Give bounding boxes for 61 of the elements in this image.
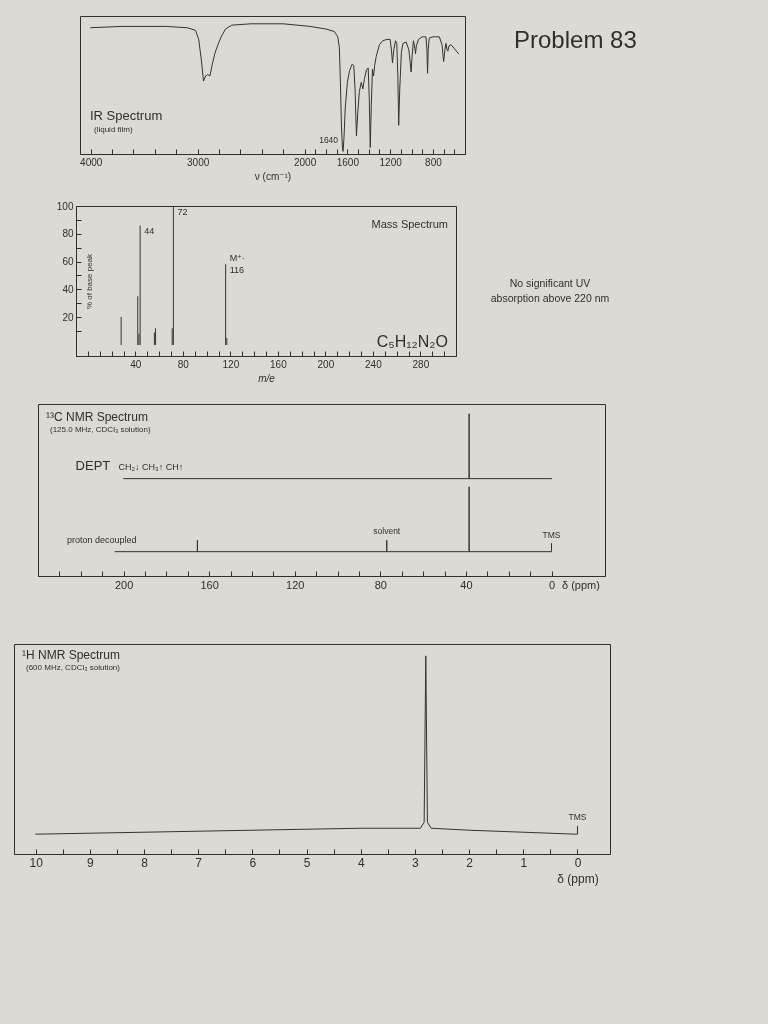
x-tick-label: 5 [303, 855, 311, 870]
x-tick-label: 9 [87, 855, 95, 870]
text: Problem 83 [514, 26, 637, 54]
x-tick-label: 40 [460, 578, 473, 591]
x-tick-label: 7 [195, 855, 203, 870]
series-label: proton decoupled [67, 534, 137, 545]
annotation: 44 [144, 226, 155, 237]
x-axis-title: δ (ppm) [562, 578, 600, 591]
chart-title: ¹³C NMR Spectrum [46, 410, 149, 424]
annotation: solvent [373, 526, 401, 537]
y-tick-label: 40 [62, 283, 74, 295]
x-tick-label: 0 [574, 855, 582, 870]
text: (600 MHz, CDCl₃ solution) [26, 663, 121, 673]
annotation: C₅H₁₂N₂O [376, 333, 448, 350]
x-tick-label: 1200 [379, 156, 403, 168]
x-tick-label: 3000 [187, 156, 210, 168]
x-tick-label: 0 [548, 578, 556, 591]
annotation: 116 [229, 265, 244, 276]
x-tick-label: 2000 [293, 156, 317, 168]
x-tick-label: 280 [412, 358, 430, 370]
annotation: TMS [568, 812, 587, 823]
x-tick-label: 3 [412, 855, 420, 870]
y-axis-title: % of base peak [84, 252, 94, 310]
x-tick-label: 160 [200, 578, 219, 591]
x-tick-label: 4000 [80, 156, 103, 168]
x-tick-label: 120 [222, 358, 240, 370]
x-axis-title: m/e [258, 372, 276, 384]
x-tick-label: 80 [374, 578, 387, 591]
x-tick-label: 6 [249, 855, 257, 870]
annotation: M⁺· [229, 253, 245, 264]
y-tick-label: 100 [56, 200, 74, 212]
x-tick-label: 1 [520, 855, 528, 870]
x-axis-title: δ (ppm) [557, 871, 599, 886]
text: IR Spectrum [90, 108, 163, 123]
x-tick-label: 2 [466, 855, 474, 870]
x-tick-label: 120 [286, 578, 305, 591]
y-tick-label: 60 [62, 256, 74, 268]
y-tick-label: 20 [62, 311, 74, 323]
text: (liquid film) [94, 125, 134, 135]
y-tick-label: 80 [62, 228, 74, 240]
annotation: 72 [177, 207, 188, 217]
x-axis-title: ν (cm⁻¹) [254, 170, 292, 182]
x-tick-label: 80 [177, 358, 190, 370]
x-tick-label: 4 [357, 855, 365, 870]
x-tick-label: 40 [130, 358, 142, 370]
x-tick-label: 8 [141, 855, 149, 870]
annotation: CH₂↓ CH₃↑ CH↑ [118, 461, 184, 472]
text: No significant UV absorption above 220 nm [489, 276, 611, 307]
x-tick-label: 10 [29, 855, 44, 870]
chart-title: ¹H NMR Spectrum [22, 648, 121, 662]
text: Mass Spectrum [371, 218, 448, 230]
x-tick-label: 200 [114, 578, 134, 591]
text: (125.0 MHz, CDCl₃ solution) [50, 425, 151, 435]
x-tick-label: 800 [425, 156, 443, 168]
x-tick-label: 200 [317, 358, 335, 370]
x-tick-label: 160 [270, 358, 288, 370]
series-label: DEPT [75, 457, 111, 473]
x-tick-label: 240 [365, 358, 383, 370]
annotation: TMS [542, 529, 561, 540]
x-tick-label: 1600 [336, 156, 360, 168]
annotation: 1640 [319, 135, 339, 146]
